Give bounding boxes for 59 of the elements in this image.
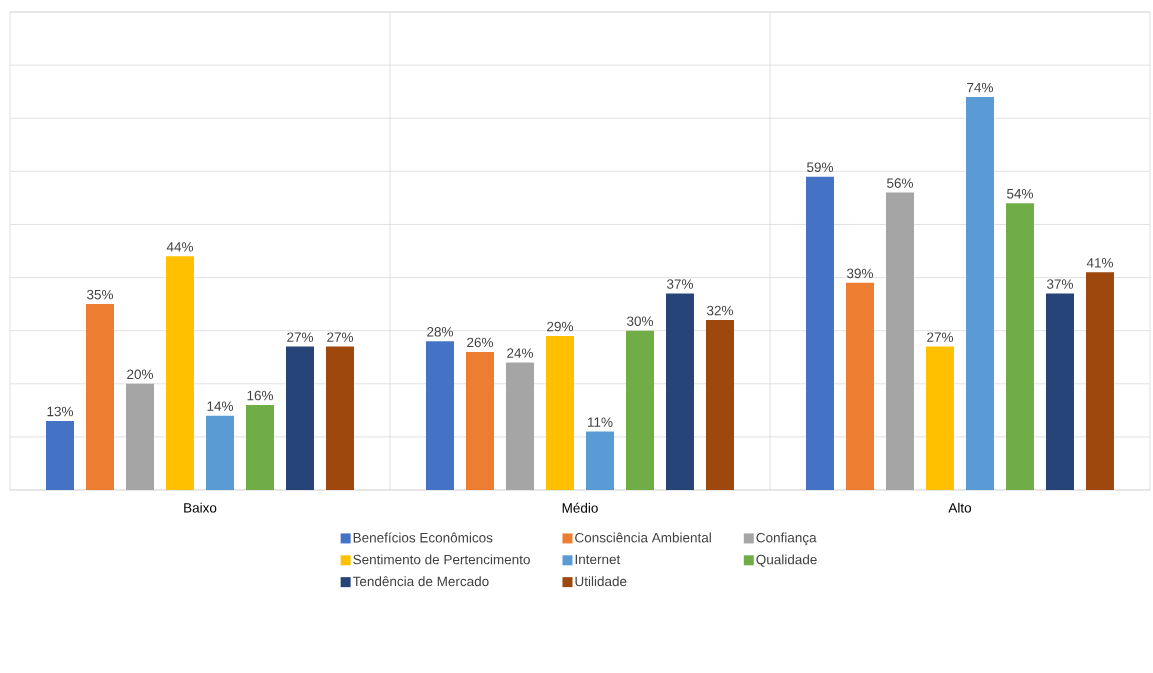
legend-label: Qualidade bbox=[756, 554, 817, 567]
data-label: 27% bbox=[327, 332, 354, 342]
bar bbox=[126, 383, 154, 490]
bar bbox=[1005, 203, 1034, 490]
data-label: 26% bbox=[467, 337, 494, 348]
data-label: 74% bbox=[967, 82, 994, 93]
data-label: 44% bbox=[166, 242, 194, 252]
bar bbox=[286, 346, 314, 490]
data-label: 28% bbox=[427, 327, 454, 337]
data-label: 29% bbox=[547, 321, 574, 332]
data-label: 59% bbox=[807, 162, 834, 172]
legend-label: Benefícios Econômicos bbox=[353, 532, 493, 543]
legend-label: Sentimento de Pertencimento bbox=[353, 554, 530, 565]
x-tick-label: Alto bbox=[948, 502, 972, 513]
legend-label: Consciência Ambiental bbox=[575, 532, 711, 543]
data-label: 37% bbox=[667, 279, 694, 289]
x-tick-label: Médio bbox=[562, 502, 598, 513]
data-label: 16% bbox=[247, 390, 274, 401]
bar bbox=[246, 405, 274, 490]
data-label: 37% bbox=[1046, 279, 1074, 289]
data-label: 27% bbox=[927, 332, 954, 342]
bar bbox=[1085, 272, 1114, 490]
data-label: 30% bbox=[627, 316, 654, 326]
bar bbox=[845, 282, 874, 490]
bar bbox=[206, 415, 234, 490]
bar bbox=[1045, 293, 1074, 490]
data-label: 35% bbox=[87, 289, 114, 300]
data-label: 54% bbox=[1007, 189, 1034, 199]
data-label: 13% bbox=[47, 406, 74, 417]
x-tick-label: Baixo bbox=[184, 502, 217, 513]
data-label: 39% bbox=[846, 268, 874, 279]
bar bbox=[86, 304, 114, 490]
legend-label: Utilidade bbox=[575, 576, 627, 587]
bar bbox=[545, 335, 574, 490]
bar bbox=[705, 320, 734, 490]
bar bbox=[465, 351, 494, 490]
bar bbox=[885, 192, 914, 490]
bar bbox=[326, 346, 354, 490]
data-label: 24% bbox=[507, 348, 534, 358]
data-label: 27% bbox=[287, 332, 314, 342]
data-label: 41% bbox=[1086, 258, 1114, 268]
data-label: 56% bbox=[887, 178, 914, 188]
bar bbox=[925, 346, 954, 490]
bar bbox=[585, 431, 614, 490]
legend-label: Confiança bbox=[756, 532, 817, 546]
bar bbox=[625, 330, 654, 490]
bar bbox=[965, 96, 994, 490]
bar bbox=[46, 420, 74, 490]
data-label: 20% bbox=[127, 369, 154, 380]
bar bbox=[505, 362, 534, 490]
bar bbox=[665, 293, 694, 490]
bar bbox=[425, 341, 454, 490]
data-label: 14% bbox=[207, 401, 234, 411]
bar bbox=[805, 176, 834, 490]
legend-label: Tendência de Mercado bbox=[352, 576, 489, 587]
data-label: 11% bbox=[588, 417, 613, 427]
legend-label: Internet bbox=[575, 554, 621, 565]
data-label: 32% bbox=[707, 305, 734, 316]
bar bbox=[166, 256, 194, 490]
